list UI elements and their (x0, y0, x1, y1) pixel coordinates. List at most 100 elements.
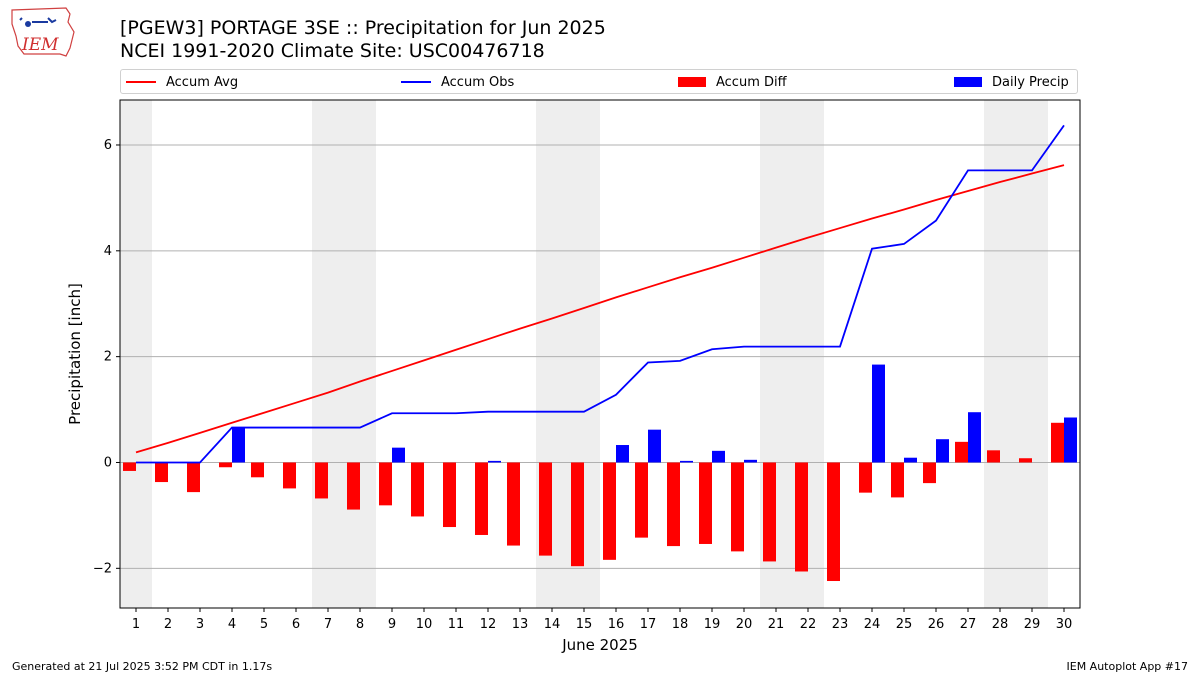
accum-diff-bar (603, 462, 616, 560)
daily-precip-bar (904, 457, 917, 463)
accum-diff-bar (475, 462, 488, 535)
accum-diff-bar (987, 450, 1000, 463)
daily-precip-bar (936, 439, 949, 463)
daily-precip-bar (232, 427, 245, 463)
daily-precip-bar (744, 459, 757, 463)
y-tick-label: −2 (93, 561, 112, 576)
accum-diff-bar (187, 462, 200, 493)
legend-label: Daily Precip (992, 74, 1069, 90)
daily-precip-bar (488, 460, 501, 463)
x-tick-label: 8 (356, 617, 364, 632)
x-tick-label: 6 (292, 617, 300, 632)
y-tick-label: 6 (104, 138, 112, 153)
x-tick-label: 18 (672, 617, 689, 632)
daily-precip-bar (680, 460, 693, 463)
daily-precip-bar (1064, 417, 1077, 463)
y-axis-label: Precipitation [inch] (66, 283, 84, 425)
generated-timestamp: Generated at 21 Jul 2025 3:52 PM CDT in … (12, 660, 273, 673)
x-tick-label: 17 (640, 617, 657, 632)
daily-precip-bar (872, 364, 885, 463)
daily-precip-bar (712, 450, 725, 463)
legend-label: Accum Diff (716, 74, 787, 90)
accum-diff-bar (763, 462, 776, 562)
daily-precip-bar (616, 445, 629, 463)
x-tick-label: 4 (228, 617, 236, 632)
x-tick-label: 3 (196, 617, 204, 632)
accum-diff-bar (955, 441, 968, 463)
legend-label: Accum Avg (166, 74, 239, 90)
weekend-shade (120, 100, 152, 608)
x-tick-label: 12 (480, 617, 497, 632)
x-tick-label: 20 (736, 617, 753, 632)
accum-obs-line (136, 124, 1065, 464)
accum-diff-bar (731, 462, 744, 552)
x-tick-label: 19 (704, 617, 721, 632)
legend-swatch (126, 81, 156, 83)
x-tick-label: 15 (576, 617, 593, 632)
y-tick-label: 0 (104, 455, 112, 470)
legend-item-accum-avg: Accum Avg (126, 73, 238, 91)
x-axis-label: June 2025 (561, 636, 638, 654)
x-tick-label: 16 (608, 617, 625, 632)
accum-diff-bar (571, 462, 584, 567)
x-tick-label: 14 (544, 617, 561, 632)
chart-subtitle: NCEI 1991-2020 Climate Site: USC00476718 (120, 40, 545, 62)
x-tick-label: 29 (1024, 617, 1041, 632)
accum-diff-bar (507, 462, 520, 546)
legend-item-daily-precip: Daily Precip (954, 73, 1069, 91)
accum-diff-bar (1051, 422, 1064, 463)
weekend-shade (984, 100, 1016, 608)
x-tick-label: 2 (164, 617, 172, 632)
accum-diff-bar (699, 462, 712, 544)
x-tick-label: 26 (928, 617, 945, 632)
daily-precip-bar (968, 412, 981, 463)
logo-text: IEM (21, 35, 59, 55)
x-tick-label: 11 (448, 617, 465, 632)
accum-diff-bar (411, 462, 424, 517)
legend-swatch (401, 81, 431, 83)
accum-diff-bar (1019, 458, 1032, 463)
daily-precip-bar (392, 447, 405, 463)
legend: Accum Avg Accum Obs Accum Diff Daily Precip (120, 69, 1078, 94)
accum-diff-bar (379, 462, 392, 506)
x-tick-label: 9 (388, 617, 396, 632)
accum-diff-bar (251, 462, 264, 478)
accum-diff-bar (123, 462, 136, 471)
daily-precip-bar (648, 429, 661, 463)
x-tick-label: 22 (800, 617, 817, 632)
accum-diff-bar (635, 462, 648, 538)
x-tick-label: 23 (832, 617, 849, 632)
legend-swatch (678, 77, 706, 87)
x-tick-label: 10 (416, 617, 433, 632)
weekend-shade (344, 100, 376, 608)
accum-diff-bar (667, 462, 680, 547)
chart-title: [PGEW3] PORTAGE 3SE :: Precipitation for… (120, 17, 606, 39)
legend-label: Accum Obs (441, 74, 515, 90)
legend-swatch (954, 77, 982, 87)
x-tick-label: 27 (960, 617, 977, 632)
plot-frame (119, 99, 1081, 609)
weekend-shade (1016, 100, 1048, 608)
x-tick-label: 30 (1056, 617, 1073, 632)
y-tick-label: 2 (104, 350, 112, 365)
accum-diff-bar (923, 462, 936, 484)
app-label: IEM Autoplot App #17 (1066, 660, 1189, 673)
x-tick-label: 24 (864, 617, 881, 632)
weekend-shade (312, 100, 344, 608)
x-tick-label: 21 (768, 617, 785, 632)
accum-diff-bar (539, 462, 552, 556)
iem-logo: IEM (11, 7, 75, 57)
y-tick-label: 4 (104, 244, 112, 259)
x-tick-label: 5 (260, 617, 268, 632)
accum-diff-bar (795, 462, 808, 572)
x-tick-label: 7 (324, 617, 332, 632)
accum-diff-bar (859, 462, 872, 493)
x-tick-label: 1 (132, 617, 140, 632)
x-tick-label: 25 (896, 617, 913, 632)
accum-avg-line (135, 164, 1065, 454)
accum-diff-bar (219, 462, 232, 468)
accum-diff-bar (443, 462, 456, 528)
legend-item-accum-diff: Accum Diff (678, 73, 787, 91)
accum-diff-bar (891, 462, 904, 498)
